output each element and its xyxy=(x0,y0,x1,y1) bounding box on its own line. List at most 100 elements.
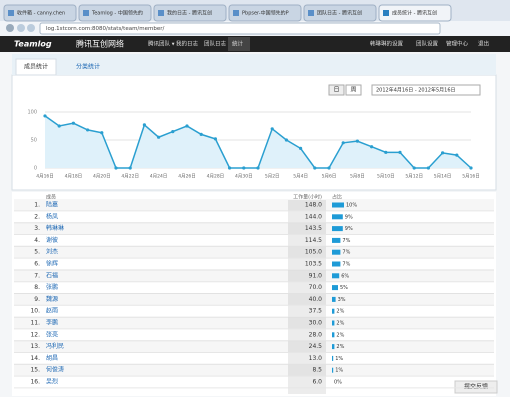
nav-item[interactable]: 腾讯团队 ▾ xyxy=(148,40,175,48)
row-bg xyxy=(14,364,494,376)
x-tick-label: 5月12日 xyxy=(405,174,423,180)
rank: 7. xyxy=(34,272,40,279)
hours: 37.5 xyxy=(309,308,323,315)
point xyxy=(86,128,90,132)
share-label: 1% xyxy=(335,356,343,362)
range-box[interactable] xyxy=(371,84,481,96)
share-label: 10% xyxy=(346,203,357,209)
x-tick-label: 4月28日 xyxy=(207,174,225,180)
point xyxy=(199,132,203,136)
member-name[interactable]: 石福 xyxy=(46,271,58,279)
tab-title[interactable]: 团队日志 - 腾讯互创 xyxy=(317,10,362,17)
browser-tab[interactable] xyxy=(78,4,152,22)
share-label: 7% xyxy=(342,238,350,244)
point xyxy=(327,166,331,170)
browser-tab[interactable] xyxy=(228,4,302,22)
nav-item[interactable]: 统计 xyxy=(232,40,244,48)
member-name[interactable]: 冯利民 xyxy=(46,342,64,350)
row-bg xyxy=(14,341,494,353)
share-bar xyxy=(332,237,341,243)
header-link[interactable]: 韩琳琳的设置 xyxy=(370,40,404,48)
member-name[interactable]: 胡昌 xyxy=(46,354,58,362)
url[interactable]: log.1stcorn.com:8080/stats/team/member/ xyxy=(46,26,165,32)
tab-title[interactable]: 我的日志 - 腾讯互创 xyxy=(167,10,212,17)
member-name[interactable]: 吴烈 xyxy=(46,378,58,386)
subtab[interactable]: 分类统计 xyxy=(76,63,100,71)
browser-tab[interactable] xyxy=(153,4,227,22)
member-name[interactable]: 何俊涛 xyxy=(46,366,64,374)
point xyxy=(185,124,189,128)
hours-column xyxy=(288,200,326,394)
hours: 103.5 xyxy=(305,261,322,268)
feedback-button[interactable] xyxy=(454,380,498,394)
hours: 91.0 xyxy=(309,272,323,279)
x-tick-label: 5月4日 xyxy=(293,174,308,180)
header-link[interactable]: 团队设置 xyxy=(416,40,439,48)
tab-title[interactable]: 收件箱 - canny.chen xyxy=(17,10,65,17)
member-name[interactable]: 徐辉 xyxy=(46,260,58,268)
browser-tab[interactable] xyxy=(3,4,77,22)
nav-active xyxy=(228,37,250,51)
x-tick-label: 4月16日 xyxy=(36,174,54,180)
point xyxy=(313,166,317,170)
day[interactable]: 日 xyxy=(333,87,339,94)
tab-icon xyxy=(383,10,389,16)
range[interactable]: 2012年4月16日 - 2012年5月16日 xyxy=(376,87,456,94)
rank: 13. xyxy=(30,343,40,350)
member-name[interactable]: 赵雨 xyxy=(46,307,58,315)
member-name[interactable]: 张鹏 xyxy=(46,283,58,291)
header-link[interactable]: 退出 xyxy=(478,40,489,48)
hours: 148.0 xyxy=(305,202,322,209)
rank: 5. xyxy=(34,249,40,256)
tab-icon xyxy=(158,10,164,16)
share-label: 3% xyxy=(338,297,346,303)
reload-button[interactable] xyxy=(27,24,35,32)
member-name[interactable]: 刘杰 xyxy=(46,248,58,256)
x-tick-label: 5月10日 xyxy=(377,174,395,180)
day-button[interactable] xyxy=(328,84,345,96)
member-name[interactable]: 韩琳琳 xyxy=(46,224,64,232)
nav-item[interactable]: 我的日志 xyxy=(176,40,199,48)
point xyxy=(469,166,473,170)
tab-title[interactable]: Teamlog - 中国领先的 xyxy=(91,10,143,17)
member-name[interactable]: 张亮 xyxy=(46,330,58,338)
member-name[interactable]: 李鹏 xyxy=(46,319,58,327)
tab-title[interactable]: 成员统计 - 腾讯互创 xyxy=(392,10,437,17)
share-label: 0% xyxy=(334,380,342,386)
tab-title[interactable]: Pbpser-中国领先的P xyxy=(242,10,289,17)
hours: 144.0 xyxy=(305,213,322,220)
point xyxy=(299,146,303,150)
point xyxy=(398,150,402,154)
member-name[interactable]: 谢彼 xyxy=(46,236,58,244)
forward-button[interactable] xyxy=(17,24,25,32)
col-header: 占比 xyxy=(332,194,342,201)
point xyxy=(270,127,274,131)
y-tick-label: 100 xyxy=(27,110,37,116)
rank: 2. xyxy=(34,213,40,220)
back-button[interactable] xyxy=(6,24,14,32)
header-link[interactable]: 管理中心 xyxy=(446,40,469,48)
point xyxy=(157,135,161,139)
hours: 13.0 xyxy=(309,355,323,362)
member-name[interactable]: 魏源 xyxy=(46,295,58,303)
rank: 6. xyxy=(34,261,40,268)
row-bg xyxy=(14,199,494,211)
subtab[interactable]: 成员统计 xyxy=(24,63,48,71)
col-header: 工作量(小时) xyxy=(293,194,322,201)
share-label: 2% xyxy=(336,321,344,327)
week[interactable]: 周 xyxy=(350,87,356,94)
share-bar xyxy=(332,261,341,267)
x-tick-label: 4月22日 xyxy=(121,174,139,180)
point xyxy=(384,150,388,154)
address-bar[interactable] xyxy=(39,22,441,35)
browser-tab[interactable] xyxy=(303,4,377,22)
nav-item[interactable]: 团队日志 xyxy=(204,40,227,48)
share-bar xyxy=(332,296,336,302)
week-button[interactable] xyxy=(345,84,362,96)
point xyxy=(412,166,416,170)
member-name[interactable]: 杨凤 xyxy=(46,212,58,220)
browser-tab[interactable] xyxy=(378,4,452,22)
member-name[interactable]: 陆嘉 xyxy=(46,201,58,209)
feedback[interactable]: 提交反馈 xyxy=(464,383,488,391)
point xyxy=(142,123,146,127)
